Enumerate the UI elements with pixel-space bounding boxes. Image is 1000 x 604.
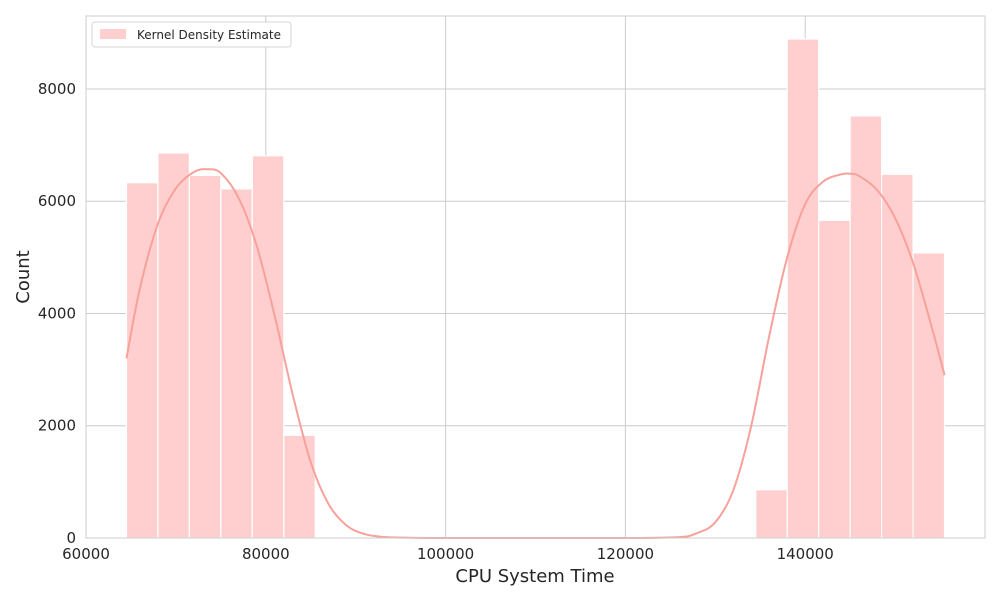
histogram-bar-8 xyxy=(818,219,851,539)
legend-label: Kernel Density Estimate xyxy=(137,28,281,42)
legend: Kernel Density Estimate xyxy=(91,21,292,48)
histogram-bar-11 xyxy=(912,252,946,539)
histogram-bar-2 xyxy=(188,174,222,539)
x-tick-label: 80000 xyxy=(242,545,290,563)
x-axis-title: CPU System Time xyxy=(455,566,614,587)
x-tick-label: 100000 xyxy=(417,545,474,563)
legend-box xyxy=(91,21,292,48)
histogram-bar-6 xyxy=(755,489,788,539)
x-tick-label: 120000 xyxy=(597,545,654,563)
y-axis-title: Count xyxy=(13,250,34,303)
x-tick-label: 140000 xyxy=(777,545,834,563)
y-tick-label: 6000 xyxy=(38,192,76,210)
y-tick-label: 2000 xyxy=(38,417,76,435)
y-tick-label: 0 xyxy=(66,529,76,547)
histogram-bars xyxy=(125,38,946,539)
histogram-bar-3 xyxy=(220,188,253,539)
x-tick-labels: 60000 80000 100000 120000 140000 xyxy=(62,545,834,563)
y-tick-label: 8000 xyxy=(38,80,76,98)
plot-frame xyxy=(85,15,986,539)
histogram-bar-4 xyxy=(251,155,285,539)
y-tick-label: 4000 xyxy=(38,304,76,322)
y-tick-labels: 0 2000 4000 6000 8000 xyxy=(38,80,76,547)
histogram-bar-5 xyxy=(283,434,316,539)
x-tick-label: 60000 xyxy=(62,545,110,563)
legend-swatch xyxy=(100,29,126,39)
histogram-bar-10 xyxy=(881,173,914,539)
histogram-bar-7 xyxy=(786,38,820,539)
